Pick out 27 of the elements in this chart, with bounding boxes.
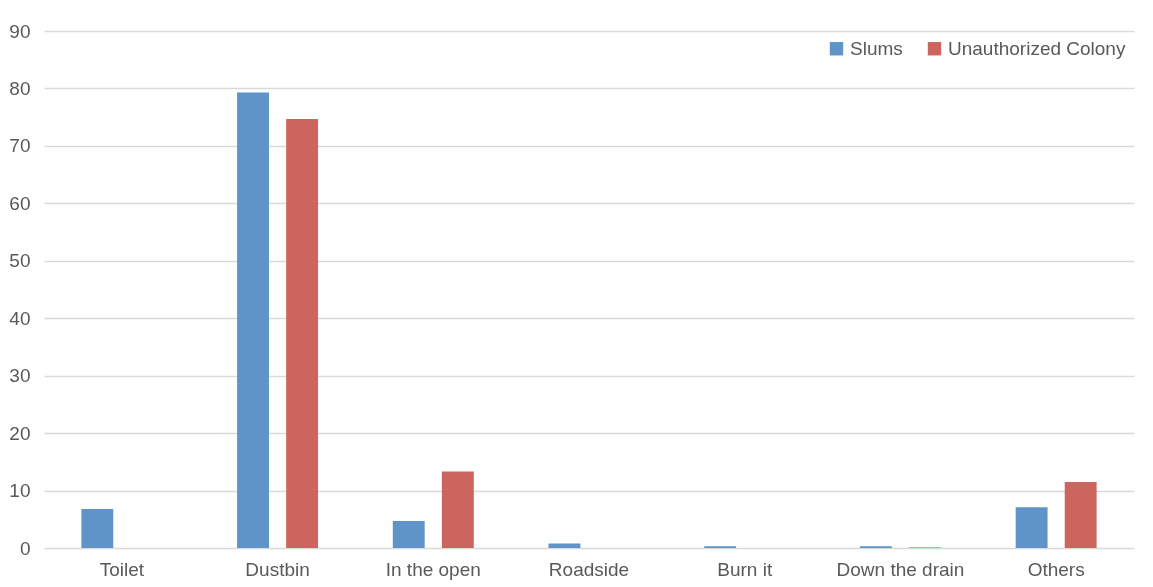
x-tick-label: Roadside — [548, 558, 630, 580]
bar — [548, 543, 581, 548]
x-tick-label: Others — [1027, 558, 1085, 580]
x-tick-label: Dustbin — [245, 558, 310, 580]
x-tick-label: Down the drain — [836, 558, 965, 580]
y-tick-label: 50 — [9, 250, 31, 272]
y-tick-label: 30 — [9, 365, 31, 387]
x-tick-label: Burn it — [717, 558, 773, 580]
legend-label: Slums — [850, 37, 903, 59]
y-tick-label: 20 — [9, 422, 31, 444]
x-tick-label: In the open — [385, 558, 481, 580]
y-tick-label: 10 — [9, 480, 31, 502]
bar — [1015, 507, 1048, 548]
x-tick-label: Toilet — [99, 558, 145, 580]
bar — [441, 471, 474, 548]
bar — [286, 118, 319, 548]
y-tick-label: 70 — [9, 135, 31, 157]
y-tick-label: 90 — [9, 20, 31, 42]
y-tick-label: 60 — [9, 192, 31, 214]
bar — [81, 508, 114, 548]
bar — [1064, 481, 1097, 548]
y-tick-label: 40 — [9, 307, 31, 329]
y-tick-label: 80 — [9, 77, 31, 99]
bar — [392, 521, 425, 548]
bar — [237, 92, 269, 548]
legend-label: Unauthorized Colony — [948, 37, 1126, 59]
y-tick-label: 0 — [19, 537, 31, 559]
